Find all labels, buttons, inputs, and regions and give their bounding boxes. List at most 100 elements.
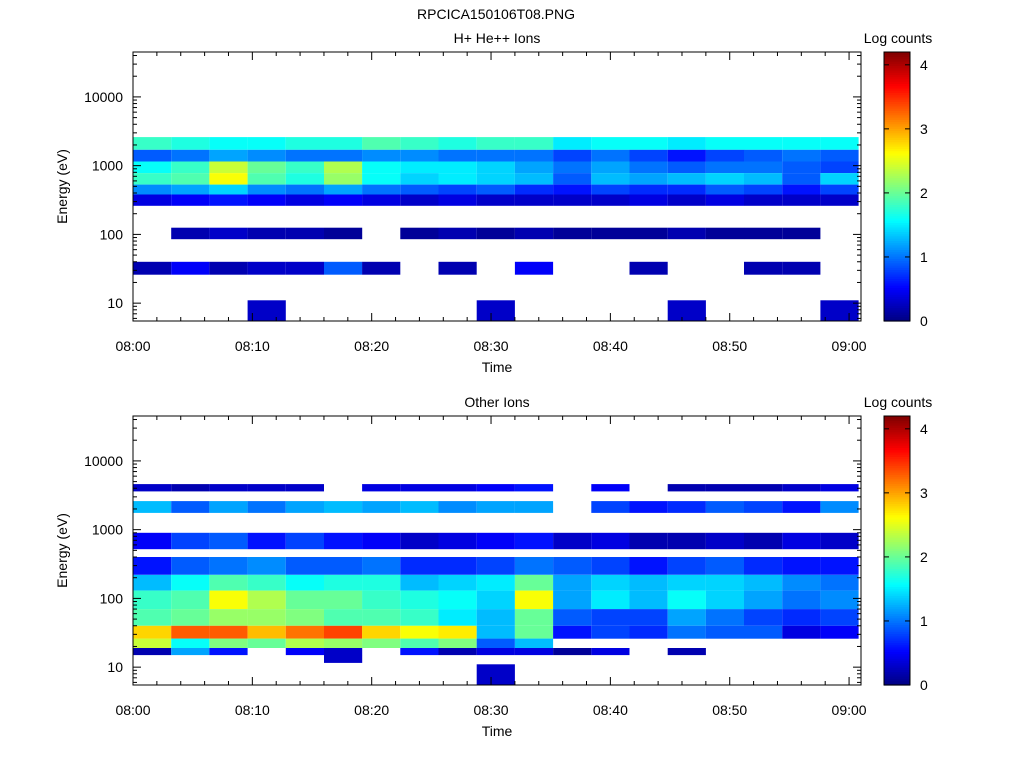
colorbar-swatch — [884, 148, 910, 152]
heatmap-cell — [362, 184, 401, 195]
heatmap-cell — [285, 648, 324, 656]
heatmap-cell — [667, 161, 706, 174]
colorbar-swatch — [884, 69, 910, 73]
heatmap-cell — [667, 648, 706, 656]
colorbar-swatch — [884, 137, 910, 141]
colorbar-swatch — [884, 463, 910, 466]
heatmap-cell — [438, 184, 477, 195]
heatmap-cell — [629, 574, 668, 591]
colorbar-swatch — [884, 485, 910, 489]
colorbar-swatch — [884, 58, 910, 62]
heatmap-cell — [438, 194, 477, 206]
heatmap-cell — [324, 194, 363, 206]
colorbar-swatch — [884, 175, 910, 179]
y-tick-label: 10000 — [84, 89, 123, 105]
heatmap-cell — [400, 532, 439, 550]
heatmap-cell — [782, 227, 821, 240]
heatmap-cell — [476, 161, 515, 174]
colorbar-swatch — [884, 155, 910, 158]
x-tick-label: 08:30 — [474, 338, 509, 354]
heatmap-cell — [476, 532, 515, 550]
heatmap-cell — [705, 625, 745, 639]
heatmap-cell — [667, 227, 706, 240]
colorbar-swatch — [884, 231, 910, 235]
heatmap-cell — [514, 227, 554, 240]
heatmap-cell — [133, 194, 172, 206]
colorbar-swatch — [884, 424, 910, 428]
heatmap-cell — [133, 137, 172, 150]
colorbar-swatch — [884, 487, 910, 491]
heatmap-cell — [438, 161, 477, 174]
colorbar-swatch — [884, 173, 910, 176]
heatmap-cell — [705, 590, 745, 610]
colorbar-swatch — [884, 74, 910, 78]
heatmap-cell — [209, 137, 248, 150]
heatmap-cell — [362, 574, 401, 591]
heatmap-cell — [133, 590, 172, 610]
colorbar-tick-label: 4 — [920, 421, 928, 437]
heatmap-cell — [591, 149, 630, 162]
heatmap-cell — [553, 173, 592, 185]
heatmap-cell — [667, 194, 706, 206]
heatmap-cell — [782, 557, 821, 575]
heatmap-cell — [514, 532, 554, 550]
colorbar-swatch — [884, 478, 910, 482]
colorbar-swatch — [884, 492, 910, 496]
colorbar-tick-label: 3 — [920, 485, 928, 501]
colorbar-swatch — [884, 114, 910, 118]
colorbar-swatch — [884, 282, 910, 286]
heatmap-cell — [820, 532, 859, 550]
colorbar-swatch — [884, 510, 910, 513]
colorbar-swatch — [884, 287, 910, 291]
heatmap-cell — [247, 194, 286, 206]
heatmap-cell — [362, 532, 401, 550]
colorbar-swatch — [884, 128, 910, 132]
colorbar-tick-label: 3 — [920, 121, 928, 137]
heatmap-cell — [209, 501, 248, 513]
heatmap-cell — [514, 173, 554, 185]
heatmap-cell — [820, 137, 859, 150]
heatmap-cell — [744, 137, 783, 150]
heatmap-cell — [820, 484, 859, 492]
heatmap-cell — [705, 194, 745, 206]
y-tick-label: 100 — [100, 226, 124, 242]
x-tick-label: 08:40 — [593, 702, 628, 718]
heatmap-cell — [171, 574, 210, 591]
heatmap-cell — [247, 173, 286, 185]
heatmap-cell — [400, 173, 439, 185]
heatmap-cell — [744, 261, 783, 275]
heatmap-cell — [514, 161, 554, 174]
colorbar-swatch — [884, 615, 910, 619]
heatmap-cell — [324, 184, 363, 195]
heatmap-cell — [667, 137, 706, 150]
colorbar-swatch — [884, 671, 910, 675]
colorbar-swatch — [884, 429, 910, 433]
heatmap-cell — [324, 655, 363, 663]
heatmap-cell — [133, 532, 172, 550]
heatmap-cell — [209, 184, 248, 195]
heatmap-cell — [133, 484, 172, 492]
heatmap-cell — [782, 501, 821, 513]
heatmap-cell — [438, 137, 477, 150]
colorbar-swatch — [884, 195, 910, 199]
heatmap-cell — [438, 484, 477, 492]
heatmap-cell — [362, 609, 401, 626]
heatmap-cell — [438, 625, 477, 639]
colorbar-swatch — [884, 60, 910, 64]
heatmap-cell — [705, 532, 745, 550]
colorbar-swatch — [884, 624, 910, 628]
colorbar-swatch — [884, 258, 910, 262]
heatmap-cell — [362, 557, 401, 575]
x-tick-label: 08:10 — [235, 702, 270, 718]
heatmap-cell — [476, 184, 515, 195]
colorbar-swatch — [884, 224, 910, 228]
colorbar-swatch — [884, 314, 910, 318]
y-tick-label: 1000 — [92, 158, 123, 174]
colorbar-swatch — [884, 211, 910, 214]
heatmap-cell — [629, 590, 668, 610]
colorbar-swatch — [884, 431, 910, 435]
colorbar-swatch — [884, 146, 910, 149]
heatmap-cell — [591, 501, 630, 513]
heatmap-cell — [782, 149, 821, 162]
heatmap-cell — [285, 149, 324, 162]
